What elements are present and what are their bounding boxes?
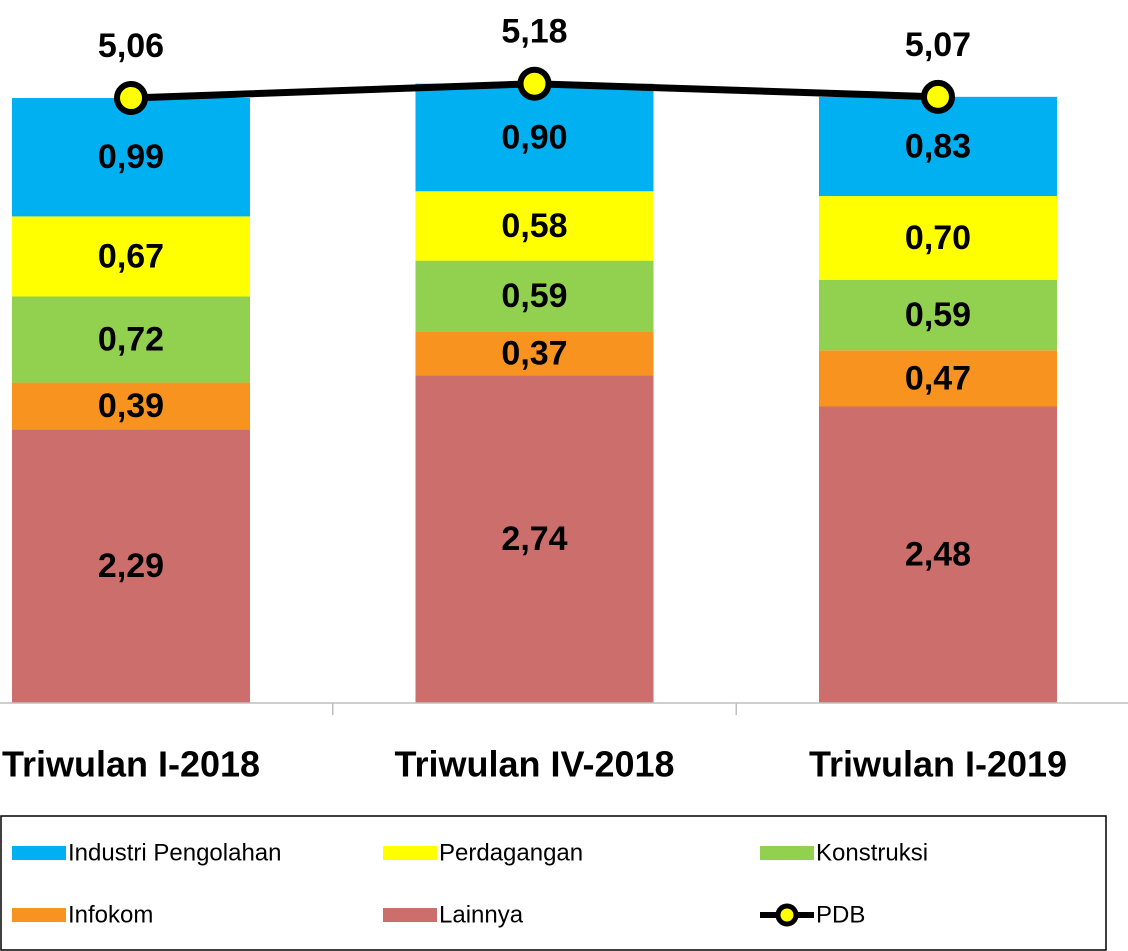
legend-box bbox=[0, 815, 1107, 951]
data-label: 0,99 bbox=[98, 138, 164, 176]
data-label: 0,58 bbox=[501, 207, 567, 245]
bar-segment bbox=[12, 429, 250, 703]
bar-segment bbox=[819, 196, 1057, 280]
legend-label: Lainnya bbox=[439, 901, 524, 928]
data-label: 0,47 bbox=[905, 359, 971, 397]
data-label: 5,18 bbox=[501, 13, 567, 51]
data-label: 5,07 bbox=[905, 26, 971, 64]
legend-label: Industri Pengolahan bbox=[68, 839, 282, 866]
bar-segment bbox=[415, 260, 654, 332]
data-label: 0,37 bbox=[501, 334, 567, 372]
data-label: 0,70 bbox=[905, 219, 971, 257]
legend-label: Konstruksi bbox=[816, 839, 928, 866]
legend-swatch bbox=[12, 846, 66, 860]
line-marker bbox=[921, 79, 955, 114]
data-label: 0,59 bbox=[501, 277, 567, 315]
bar-segment bbox=[415, 191, 654, 261]
line-marker bbox=[517, 66, 552, 101]
data-label: 0,67 bbox=[98, 237, 164, 275]
x-tick-label: Triwulan I-2019 bbox=[809, 744, 1067, 785]
data-label: 2,74 bbox=[501, 520, 567, 558]
bar-segment bbox=[12, 98, 250, 217]
legend-label: Perdagangan bbox=[439, 839, 583, 866]
bar-segment bbox=[415, 331, 654, 376]
data-label: 0,72 bbox=[98, 321, 164, 359]
legend-swatch bbox=[760, 846, 814, 860]
data-label: 0,83 bbox=[905, 127, 971, 165]
line-marker bbox=[114, 81, 148, 116]
data-label: 0,39 bbox=[98, 387, 164, 425]
legend-swatch bbox=[775, 903, 799, 927]
bar-segment bbox=[415, 83, 654, 192]
legend-swatch bbox=[12, 908, 66, 922]
bar-segment bbox=[819, 279, 1057, 351]
data-label: 2,29 bbox=[98, 547, 164, 585]
legend-label: Infokom bbox=[68, 901, 153, 928]
legend-label: PDB bbox=[816, 901, 865, 928]
data-label: 0,90 bbox=[501, 118, 567, 156]
x-tick-label: Triwulan I-2018 bbox=[2, 744, 260, 785]
data-label: 5,06 bbox=[98, 27, 164, 65]
bar-segment bbox=[12, 296, 250, 383]
data-label: 2,48 bbox=[905, 536, 971, 574]
bar-segment bbox=[819, 406, 1057, 703]
legend-swatch bbox=[383, 846, 437, 860]
bar-segment bbox=[415, 375, 654, 703]
legend-swatch bbox=[383, 908, 437, 922]
data-label: 0,59 bbox=[905, 296, 971, 334]
bar-segment bbox=[819, 350, 1057, 407]
bar-segment bbox=[12, 216, 250, 297]
bar-segment bbox=[12, 382, 250, 430]
x-tick-label: Triwulan IV-2018 bbox=[394, 744, 674, 785]
